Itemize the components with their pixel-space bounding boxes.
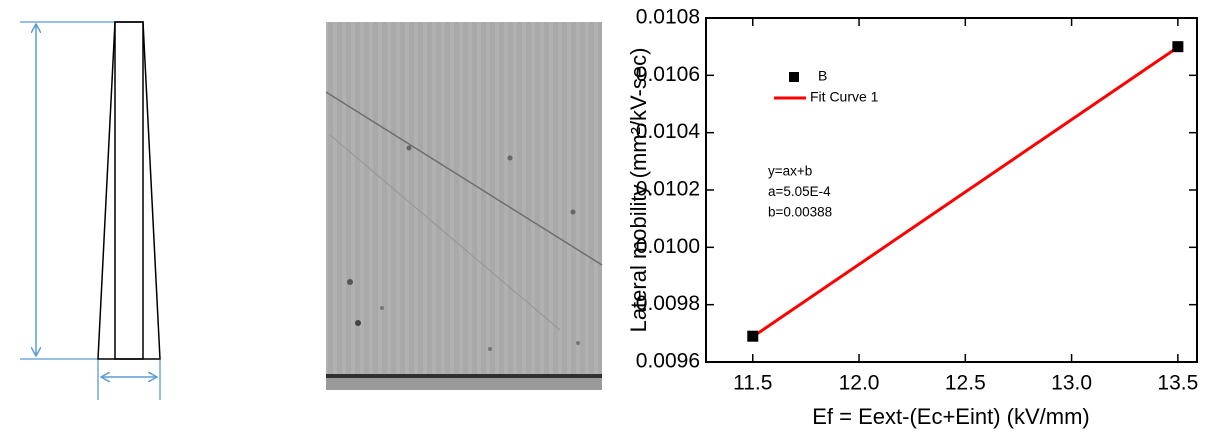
- y-tick-label: 0.0102: [636, 178, 700, 201]
- sample-diagram: [20, 21, 161, 400]
- x-axis-title: Ef = Eext-(Ec+Eint) (kV/mm): [812, 404, 1090, 429]
- y-axis-title: Lateral mobility (mm²/kV-sec): [626, 48, 651, 333]
- y-tick-label: 0.0100: [636, 235, 700, 258]
- fit-annotation: a=5.05E-4: [768, 184, 831, 199]
- y-tick-label: 0.0096: [636, 350, 700, 373]
- x-tick-label: 13.0: [1051, 372, 1092, 395]
- fit-annotation: b=0.00388: [768, 205, 832, 220]
- legend-label: Fit Curve 1: [810, 89, 879, 105]
- legend-label: B: [818, 68, 827, 84]
- x-tick-label: 11.5: [733, 372, 772, 395]
- legend-swatch: [789, 72, 799, 82]
- x-tick-label: 12.5: [945, 372, 986, 395]
- fit-line: [751, 46, 1179, 339]
- fit-annotation: y=ax+b: [768, 164, 812, 179]
- x-tick-label: 12.0: [839, 372, 880, 395]
- y-tick-label: 0.0108: [636, 6, 700, 29]
- data-point: [747, 330, 759, 342]
- y-tick-label: 0.0098: [636, 292, 700, 315]
- x-tick-label: 13.5: [1157, 372, 1198, 395]
- micrograph: [325, 22, 603, 390]
- y-tick-label: 0.0106: [636, 63, 700, 86]
- data-point: [1172, 41, 1184, 53]
- y-tick-label: 0.0104: [636, 120, 701, 143]
